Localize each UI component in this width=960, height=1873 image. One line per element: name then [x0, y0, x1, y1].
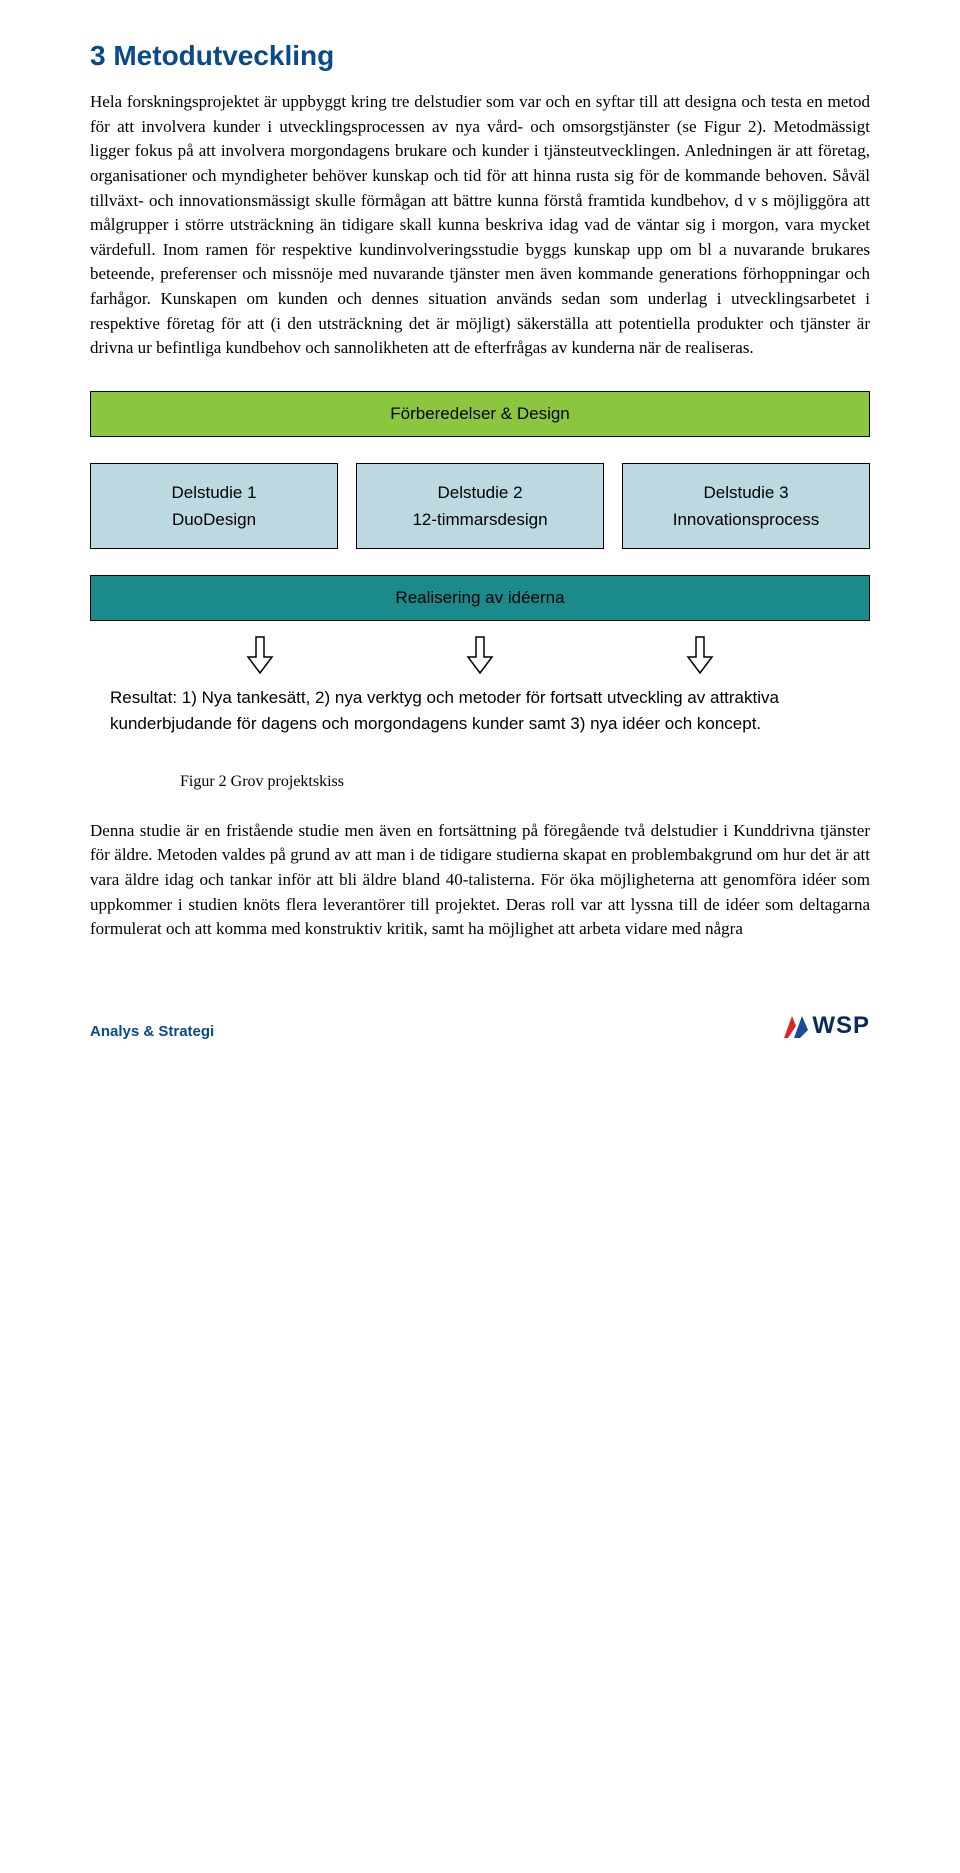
- body-paragraph-1: Hela forskningsprojektet är uppbyggt kri…: [90, 90, 870, 361]
- diagram-top-bar: Förberedelser & Design: [90, 391, 870, 437]
- diagram-realize-bar: Realisering av idéerna: [90, 575, 870, 621]
- page-footer: Analys & Strategi WSP: [90, 1012, 870, 1040]
- study-3-line1: Delstudie 3: [703, 479, 788, 506]
- process-diagram: Förberedelser & Design Delstudie 1 DuoDe…: [90, 391, 870, 738]
- diagram-study-box-3: Delstudie 3 Innovationsprocess: [622, 463, 870, 549]
- diagram-top-bar-label: Förberedelser & Design: [390, 404, 570, 424]
- wsp-logo-text: WSP: [812, 1012, 870, 1040]
- wsp-logo-mark-icon: [782, 1012, 810, 1040]
- footer-left-text: Analys & Strategi: [90, 1023, 214, 1040]
- diagram-study-box-1: Delstudie 1 DuoDesign: [90, 463, 338, 549]
- diagram-realize-bar-label: Realisering av idéerna: [395, 588, 564, 608]
- down-arrow-icon: [465, 635, 495, 675]
- study-2-line1: Delstudie 2: [437, 479, 522, 506]
- body-paragraph-2: Denna studie är en fristående studie men…: [90, 819, 870, 942]
- diagram-result-text: Resultat: 1) Nya tankesätt, 2) nya verkt…: [110, 685, 850, 738]
- study-1-line1: Delstudie 1: [171, 479, 256, 506]
- study-2-line2: 12-timmarsdesign: [412, 506, 547, 533]
- figure-caption: Figur 2 Grov projektskiss: [180, 773, 870, 791]
- wsp-logo: WSP: [782, 1012, 870, 1040]
- down-arrow-icon: [685, 635, 715, 675]
- diagram-arrow-row: [90, 635, 870, 675]
- down-arrow-icon: [245, 635, 275, 675]
- diagram-study-box-2: Delstudie 2 12-timmarsdesign: [356, 463, 604, 549]
- diagram-studies-row: Delstudie 1 DuoDesign Delstudie 2 12-tim…: [90, 463, 870, 549]
- section-heading: 3 Metodutveckling: [90, 40, 870, 72]
- study-1-line2: DuoDesign: [172, 506, 256, 533]
- study-3-line2: Innovationsprocess: [673, 506, 819, 533]
